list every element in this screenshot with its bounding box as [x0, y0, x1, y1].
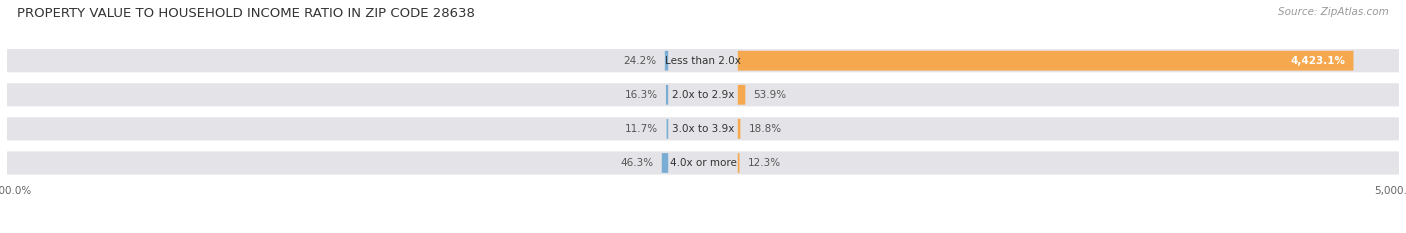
FancyBboxPatch shape	[7, 49, 1399, 72]
Text: 11.7%: 11.7%	[626, 124, 658, 134]
FancyBboxPatch shape	[666, 85, 668, 105]
Text: 16.3%: 16.3%	[624, 90, 658, 100]
FancyBboxPatch shape	[738, 85, 745, 105]
FancyBboxPatch shape	[662, 153, 668, 173]
FancyBboxPatch shape	[7, 117, 1399, 140]
FancyBboxPatch shape	[738, 153, 740, 173]
Text: 2.0x to 2.9x: 2.0x to 2.9x	[672, 90, 734, 100]
Text: 18.8%: 18.8%	[749, 124, 782, 134]
Text: 12.3%: 12.3%	[748, 158, 780, 168]
Text: PROPERTY VALUE TO HOUSEHOLD INCOME RATIO IN ZIP CODE 28638: PROPERTY VALUE TO HOUSEHOLD INCOME RATIO…	[17, 7, 475, 20]
Text: Source: ZipAtlas.com: Source: ZipAtlas.com	[1278, 7, 1389, 17]
Text: 24.2%: 24.2%	[623, 56, 657, 66]
FancyBboxPatch shape	[666, 119, 668, 139]
FancyBboxPatch shape	[665, 51, 668, 71]
Text: 3.0x to 3.9x: 3.0x to 3.9x	[672, 124, 734, 134]
Text: 4,423.1%: 4,423.1%	[1291, 56, 1346, 66]
Text: 53.9%: 53.9%	[754, 90, 787, 100]
Text: 46.3%: 46.3%	[620, 158, 654, 168]
FancyBboxPatch shape	[738, 51, 1354, 71]
FancyBboxPatch shape	[738, 119, 741, 139]
Text: Less than 2.0x: Less than 2.0x	[665, 56, 741, 66]
Text: 4.0x or more: 4.0x or more	[669, 158, 737, 168]
FancyBboxPatch shape	[7, 83, 1399, 106]
FancyBboxPatch shape	[7, 151, 1399, 175]
